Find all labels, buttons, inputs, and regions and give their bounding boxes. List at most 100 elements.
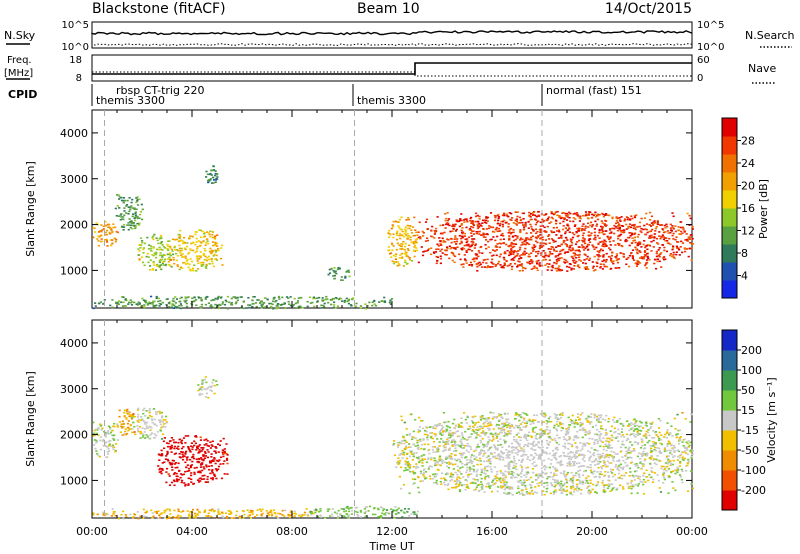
power-cell [420,246,423,248]
velocity-cell [408,443,411,445]
power-cell [166,298,169,300]
power-cell [597,243,600,246]
power-cell [212,244,215,247]
velocity-cell [397,460,400,463]
velocity-cell [596,434,599,436]
velocity-cell [572,474,575,477]
velocity-cell [225,452,228,455]
velocity-cell [261,512,264,515]
velocity-cell [161,469,164,471]
velocity-cell [531,431,535,433]
velocity-cell [441,460,444,463]
power-cell [617,237,620,240]
velocity-cell [385,511,388,514]
velocity-cell [631,474,634,477]
power-cell [189,258,192,260]
power-cell [359,305,363,307]
power-cell [431,225,434,228]
power-cell [494,245,498,247]
power-cell [633,215,637,217]
power-cell [505,243,508,246]
velocity-cell [163,461,166,463]
velocity-cell [618,418,621,420]
power-cell [395,238,399,241]
power-cell [520,254,523,256]
power-cell [214,303,217,306]
velocity-cell [528,431,531,434]
power-cell [523,243,526,245]
velocity-cell [503,428,506,431]
velocity-cell [560,461,563,463]
velocity-cell [364,510,367,513]
velocity-cell [610,450,613,453]
power-cell [568,228,571,230]
velocity-cell [155,434,158,437]
velocity-cell [479,452,482,454]
power-cell [406,262,409,265]
power-cell [171,253,175,256]
velocity-cell [611,487,614,490]
power-cell [671,248,674,251]
velocity-cell [186,459,189,461]
power-cell [605,213,608,215]
velocity-cell [685,470,688,472]
power-cell [690,259,693,261]
velocity-cell [346,513,349,516]
power-cell [451,230,454,232]
power-cell [138,258,141,260]
power-cell [452,254,455,257]
velocity-cell [554,481,557,483]
power-cell [578,239,581,242]
power-cell [654,227,657,230]
velocity-cell [167,473,170,475]
power-cell [513,245,516,248]
power-cell [566,261,569,263]
power-cell [571,232,574,234]
power-cell [519,229,522,231]
velocity-cell [479,419,483,421]
power-cell [330,303,333,306]
power-cell [454,255,457,258]
power-cell [106,245,109,247]
power-cell [489,226,493,228]
velocity-cell [449,436,452,439]
velocity-cell [197,445,200,448]
power-cell [564,212,567,215]
power-cell [498,255,501,258]
power-cell [514,222,517,225]
velocity-cell [211,381,214,384]
velocity-cell [513,476,516,479]
velocity-cell [269,509,273,512]
power-cell [183,299,186,302]
power-cell [124,199,127,202]
power-cell [381,300,384,302]
power-cell [605,245,608,247]
power-cell [328,268,331,271]
power-cell [297,305,300,308]
velocity-cell [212,460,215,462]
power-cell [104,231,107,234]
power-cell [394,261,397,263]
power-cell [578,217,581,219]
power-cell [625,228,628,230]
power-cell [564,231,567,233]
power-cell [162,254,165,256]
velocity-cell [403,469,406,472]
velocity-cell [635,463,638,465]
power-cell [147,302,150,305]
power-cell [214,174,217,177]
velocity-cell [151,516,154,519]
velocity-cell [429,478,432,480]
power-cell [167,245,170,247]
power-cell [314,297,317,300]
power-cell [672,227,675,230]
velocity-cell [410,450,413,453]
velocity-cell [196,445,199,448]
freq-tick-top: 18 [69,55,82,66]
velocity-cell [561,463,564,466]
power-cell [691,243,695,245]
power-cell [129,221,132,223]
power-cell [571,247,574,249]
power-cell [624,238,628,241]
power-cell [295,307,298,309]
